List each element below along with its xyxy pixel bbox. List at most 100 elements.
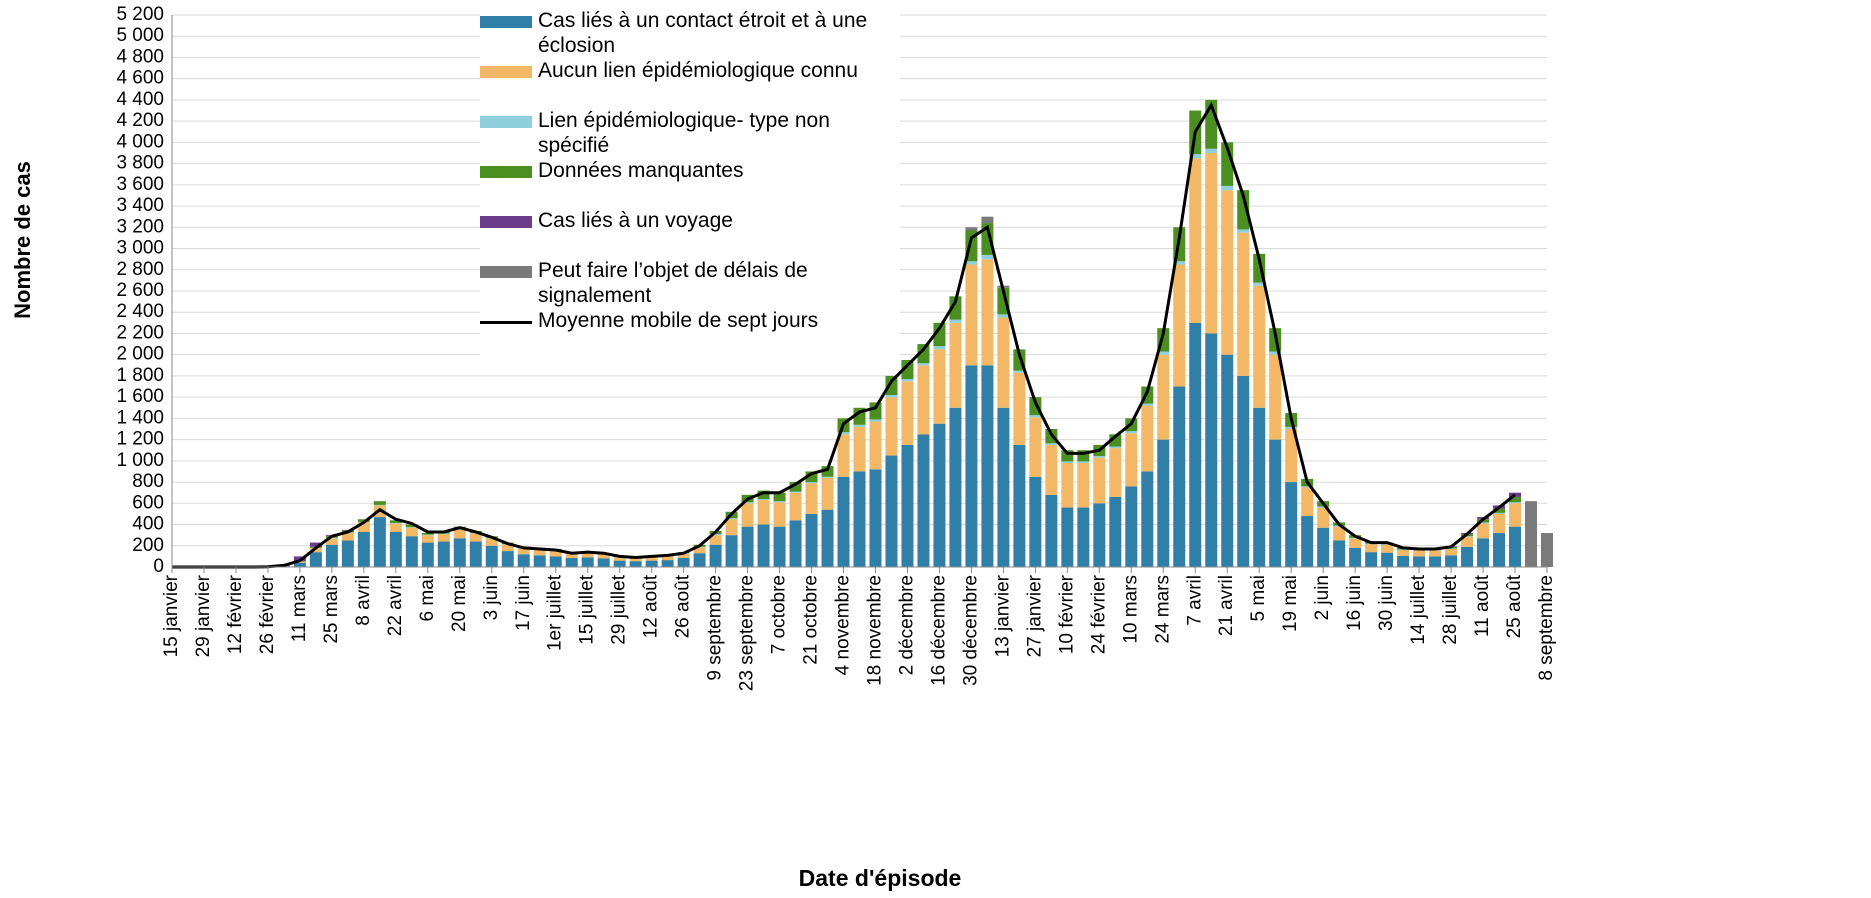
bar-segment xyxy=(469,533,482,542)
bar-segment xyxy=(1205,153,1218,334)
bar-segment xyxy=(709,535,722,545)
bar-segment xyxy=(805,482,818,484)
bar-segment xyxy=(789,520,802,567)
x-tick-label: 10 février xyxy=(1056,574,1077,654)
bar-segment xyxy=(453,529,466,539)
y-tick-label: 2 600 xyxy=(116,280,164,301)
y-tick-label: 4 200 xyxy=(116,110,164,131)
bar-segment xyxy=(1461,536,1474,547)
bar-segment xyxy=(1205,99,1218,149)
bar-segment xyxy=(1477,523,1490,539)
bar-segment xyxy=(981,365,994,567)
bar-segment xyxy=(965,365,978,567)
bar-segment xyxy=(1061,450,1074,462)
bar-segment xyxy=(1333,540,1346,567)
legend-swatch xyxy=(480,66,532,78)
bar-segment xyxy=(1461,546,1474,567)
y-tick-label: 1 400 xyxy=(116,407,164,428)
bar-segment xyxy=(725,518,738,520)
bar-segment xyxy=(933,349,946,424)
bar-segment xyxy=(901,360,914,380)
x-tick-label: 25 mars xyxy=(321,575,342,644)
bar-segment xyxy=(1157,328,1170,352)
bar-segment xyxy=(1221,185,1234,191)
bar-segment xyxy=(1317,506,1330,508)
y-tick-label: 3 200 xyxy=(116,216,164,237)
bar-segment xyxy=(1269,439,1282,567)
y-tick-label: 1 600 xyxy=(116,386,164,407)
bar-segment xyxy=(1317,507,1330,528)
bar-segment xyxy=(1157,351,1170,355)
x-tick-label: 10 mars xyxy=(1120,575,1141,644)
bar-segment xyxy=(837,476,850,567)
y-tick-label: 3 000 xyxy=(116,238,164,259)
bar-segment xyxy=(789,491,802,493)
bar-segment xyxy=(1029,476,1042,567)
bar-segment xyxy=(325,538,338,545)
bar-segment xyxy=(981,216,994,224)
bar-segment xyxy=(981,223,994,255)
y-tick-label: 3 600 xyxy=(116,174,164,195)
x-tick-label: 23 septembre xyxy=(737,575,758,691)
bar-segment xyxy=(885,397,898,456)
bar-segment xyxy=(293,562,306,567)
bar-segment xyxy=(1173,264,1186,387)
bar-segment xyxy=(1061,462,1074,508)
x-tick-label: 28 juillet xyxy=(1440,574,1461,644)
legend-item: Données manquantes xyxy=(480,158,900,208)
bar-segment xyxy=(405,536,418,567)
bar-segment xyxy=(1477,522,1490,524)
bar-segment xyxy=(1381,544,1394,553)
bar-segment xyxy=(885,375,898,396)
y-tick-label: 600 xyxy=(132,492,164,513)
bar-segment xyxy=(1093,503,1106,567)
x-tick-label: 29 janvier xyxy=(193,574,214,657)
bar-segment xyxy=(373,501,386,505)
x-tick-label: 21 octobre xyxy=(801,575,822,665)
bar-segment xyxy=(325,537,338,539)
legend-item: Aucun lien épidémiologique connu xyxy=(480,58,900,108)
bar-segment xyxy=(1061,507,1074,567)
bar-segment xyxy=(1413,556,1426,567)
y-axis-title: Nombre de cas xyxy=(10,161,35,319)
bar-segment xyxy=(309,547,322,553)
bar-segment xyxy=(1093,457,1106,504)
bar-segment xyxy=(405,524,418,528)
bar-segment xyxy=(837,434,850,477)
x-tick-label: 24 mars xyxy=(1152,575,1173,644)
bar-segment xyxy=(389,520,402,523)
bar-segment xyxy=(1141,471,1154,567)
bar-segment xyxy=(773,502,786,527)
bar-segment xyxy=(1349,537,1362,539)
bar-segment xyxy=(581,557,594,567)
x-axis-title: Date d'épisode xyxy=(799,865,962,891)
bar-segment xyxy=(1189,322,1202,567)
bar-segment xyxy=(901,381,914,445)
bar-segment xyxy=(1429,550,1442,557)
bar-segment xyxy=(885,395,898,398)
x-tick-label: 11 mars xyxy=(289,575,310,642)
legend-swatch xyxy=(480,266,532,278)
bar-segment xyxy=(1029,417,1042,477)
y-tick-label: 200 xyxy=(132,535,164,556)
bar-segment xyxy=(421,542,434,567)
bar-segment xyxy=(949,407,962,567)
bar-segment xyxy=(389,523,402,532)
legend-swatch xyxy=(480,216,532,228)
x-tick-label: 3 juin xyxy=(481,575,502,620)
bar-segment xyxy=(1445,548,1458,556)
x-tick-label: 9 septembre xyxy=(705,575,726,681)
bar-segment xyxy=(485,538,498,546)
y-tick-label: 0 xyxy=(153,556,164,577)
y-tick-label: 3 400 xyxy=(116,195,164,216)
bar-segment xyxy=(789,482,802,492)
bar-segment xyxy=(1397,549,1410,551)
bar-segment xyxy=(1461,536,1474,537)
bar-segment xyxy=(997,287,1010,315)
bar-segment xyxy=(1509,496,1522,503)
bar-segment xyxy=(805,471,818,483)
bar-segment xyxy=(1013,370,1026,373)
bar-segment xyxy=(965,227,978,231)
bar-segment xyxy=(1301,516,1314,567)
